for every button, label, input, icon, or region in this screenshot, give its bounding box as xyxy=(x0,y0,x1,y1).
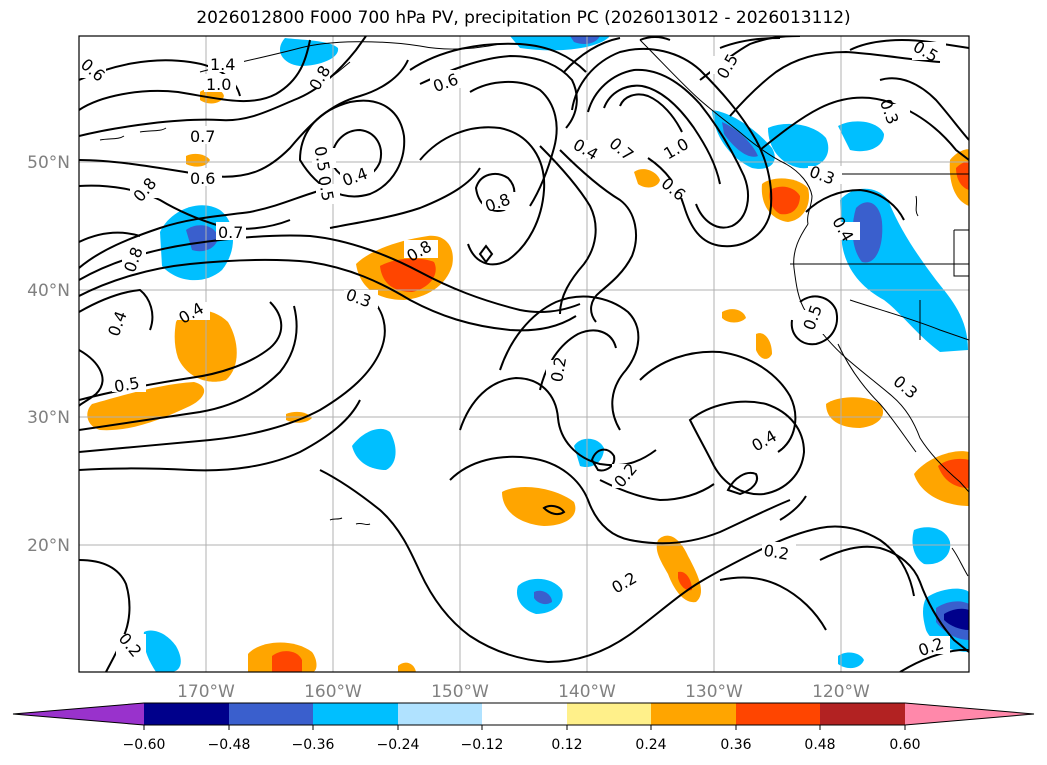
precip-blob xyxy=(502,487,576,526)
colorbar-tick-label: 0.48 xyxy=(804,737,835,753)
colorbar-segment xyxy=(482,703,567,725)
colorbar-segment xyxy=(736,703,820,725)
lon-axis: 170°W 160°W 150°W 140°W 130°W 120°W xyxy=(177,682,870,702)
precip-blob xyxy=(186,153,210,167)
lat-tick-label: 30°N xyxy=(27,408,70,428)
colorbar-extend-high xyxy=(905,703,1034,725)
chart-title: 2026012800 F000 700 hPa PV, precipitatio… xyxy=(196,8,851,28)
precip-blob xyxy=(944,608,969,630)
precip-blob xyxy=(574,438,604,468)
precip-blob xyxy=(722,309,746,323)
colorbar-segment xyxy=(651,703,736,725)
colorbar-segment xyxy=(820,703,905,725)
precip-blob xyxy=(769,186,800,215)
colorbar-tick-label: −0.24 xyxy=(377,737,420,753)
precip-blob xyxy=(956,161,969,190)
graticule xyxy=(79,36,969,672)
precip-blob xyxy=(838,652,864,669)
precip-blob xyxy=(634,169,660,188)
colorbar-tick-label: −0.36 xyxy=(292,737,335,753)
precip-blob xyxy=(852,202,883,263)
precip-blob xyxy=(768,123,829,169)
contour-label: 0.5 xyxy=(314,174,337,202)
precip-blob xyxy=(722,122,758,157)
lon-tick-label: 150°W xyxy=(431,682,489,702)
colorbar-segment xyxy=(398,703,482,725)
precip-blob xyxy=(87,382,205,431)
colorbar-tick-label: 0.60 xyxy=(889,737,920,753)
colorbar-segment xyxy=(567,703,651,725)
lat-tick-label: 40°N xyxy=(27,281,70,301)
colorbar-tick-label: 0.36 xyxy=(720,737,751,753)
colorbar-segment xyxy=(313,703,398,725)
map-area: 0.6 1.4 1.0 0.8 0.7 0.6 0.8 0.7 0.8 0.4 … xyxy=(79,36,969,672)
precip-blob xyxy=(756,333,772,359)
precip-blob xyxy=(838,121,884,152)
precip-blob xyxy=(279,38,339,66)
precip-blob xyxy=(186,225,218,252)
lon-tick-label: 130°W xyxy=(685,682,743,702)
colorbar-segment xyxy=(144,703,229,725)
colorbar-tick-label: −0.12 xyxy=(461,737,504,753)
colorbar-tick-label: 0.24 xyxy=(635,737,666,753)
pv-contours xyxy=(79,36,969,672)
precip-blob xyxy=(143,630,181,672)
lat-axis: 50°N 40°N 30°N 20°N xyxy=(27,153,70,556)
precip-blob xyxy=(826,397,884,428)
lat-tick-label: 50°N xyxy=(27,153,70,173)
lon-tick-label: 140°W xyxy=(558,682,616,702)
contour-label: 0.7 xyxy=(190,127,215,146)
precip-blob xyxy=(570,36,600,44)
contour-label: 1.4 xyxy=(210,55,235,74)
colorbar: −0.60 −0.48 −0.36 −0.24 −0.12 0.12 0.24 … xyxy=(12,702,1035,753)
precip-blob xyxy=(398,662,416,672)
precip-blob xyxy=(272,651,302,672)
colorbar-tick-label: −0.60 xyxy=(123,737,166,753)
colorbar-tick-label: −0.48 xyxy=(208,737,251,753)
colorbar-segment xyxy=(229,703,313,725)
contour-label: 0.2 xyxy=(762,541,790,564)
precip-blob xyxy=(352,428,396,470)
colorbar-tick-label: 0.12 xyxy=(551,737,582,753)
contour-label: 0.2 xyxy=(547,355,570,383)
precip-blob xyxy=(912,527,951,565)
precip-blob xyxy=(534,590,552,605)
contour-labels: 0.6 1.4 1.0 0.8 0.7 0.6 0.8 0.7 0.8 0.4 … xyxy=(79,37,950,661)
lon-tick-label: 170°W xyxy=(177,682,235,702)
contour-label: 0.6 xyxy=(190,169,215,188)
lon-tick-label: 160°W xyxy=(304,682,362,702)
lat-tick-label: 20°N xyxy=(27,536,70,556)
precip-blob xyxy=(678,571,692,591)
contour-label: 0.5 xyxy=(113,373,141,396)
contour-label: 0.5 xyxy=(310,145,333,173)
lon-tick-label: 120°W xyxy=(812,682,870,702)
colorbar-extend-low xyxy=(13,703,144,725)
precip-blob xyxy=(938,458,969,488)
precip-blob xyxy=(380,258,436,292)
contour-label: 0.7 xyxy=(218,223,243,242)
contour-label: 1.0 xyxy=(206,75,231,94)
map-border xyxy=(78,35,970,673)
